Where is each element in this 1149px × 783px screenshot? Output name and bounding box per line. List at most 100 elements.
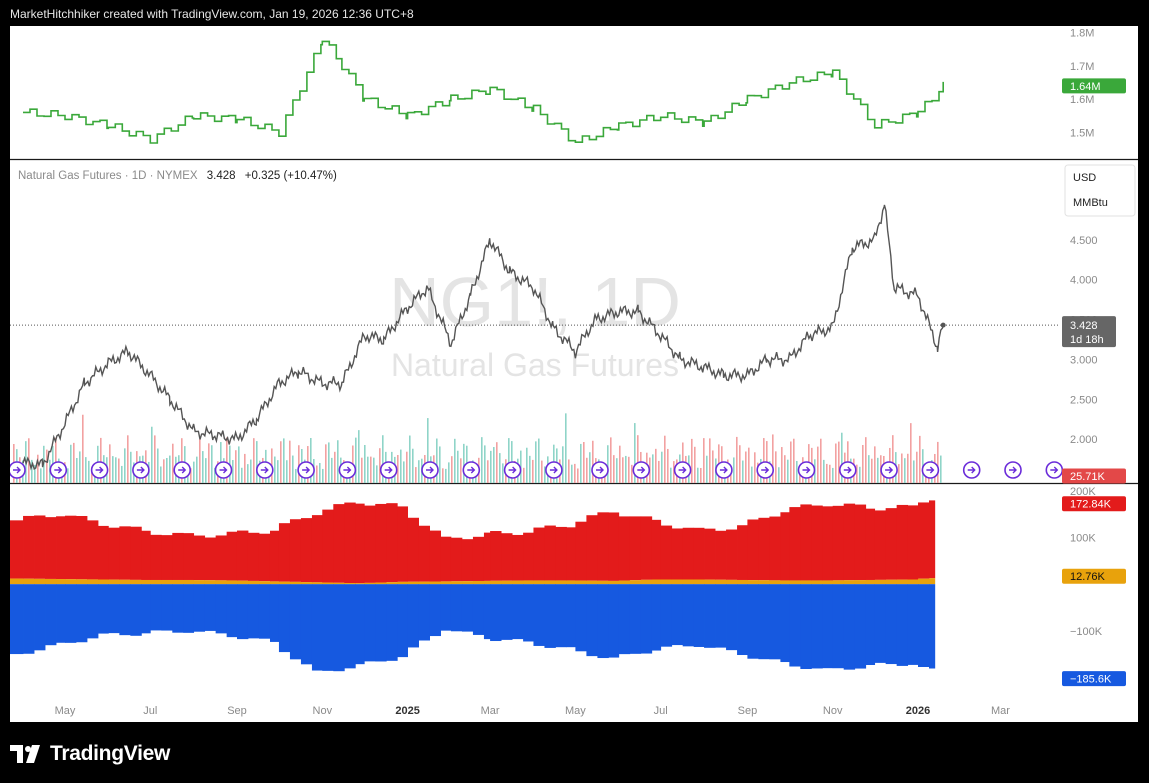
large-specs-bar <box>769 584 781 660</box>
commercials-bar <box>660 525 673 580</box>
large-specs-bar <box>575 584 587 652</box>
large-specs-bar <box>141 584 151 634</box>
volume-bar <box>877 457 879 483</box>
volume-bar <box>910 423 912 483</box>
volume-bar <box>457 450 459 483</box>
volume-bar <box>454 438 456 483</box>
small-traders-bar <box>575 580 587 585</box>
event-arrow-icon <box>13 466 21 474</box>
large-specs-bar <box>289 584 302 660</box>
large-specs-bar <box>822 584 834 669</box>
commercials-bar <box>344 502 356 584</box>
small-last-label-bg <box>1062 568 1126 584</box>
commercials-bar <box>215 535 228 581</box>
small-traders-bar <box>704 579 716 585</box>
volume-bar <box>397 454 399 483</box>
commercials-bar <box>608 512 620 581</box>
small-traders-bar <box>832 580 845 585</box>
large-specs-bar <box>150 584 162 631</box>
small-traders-bar <box>418 581 430 585</box>
volume-bar <box>541 460 543 483</box>
commercials-bar <box>640 516 653 580</box>
large-specs-bar <box>747 584 759 659</box>
commercials-bar <box>523 532 534 581</box>
small-traders-bar <box>523 580 534 585</box>
volume-bar <box>211 445 213 483</box>
oi-axis-tick: 1.7M <box>1070 61 1094 73</box>
volume-bar <box>823 459 825 483</box>
volume-bar <box>703 438 705 483</box>
volume-bar <box>202 451 204 483</box>
commercials-bar <box>236 530 249 581</box>
commercials-bar <box>555 526 567 581</box>
volume-bar <box>85 457 87 483</box>
volume-bar <box>892 435 894 483</box>
volume-bar <box>670 467 672 483</box>
commercials-bar <box>843 503 856 581</box>
volume-bar <box>586 457 588 483</box>
large-specs-bar <box>161 584 173 631</box>
commercials-bar <box>597 512 609 581</box>
small-traders-bar <box>355 583 365 585</box>
small-traders-bar <box>896 579 909 585</box>
x-axis-tick: 2026 <box>906 705 930 717</box>
event-arrow-icon <box>926 466 935 474</box>
volume-bar <box>664 435 666 483</box>
small-traders-bar <box>618 580 631 585</box>
commercials-bar <box>780 512 790 581</box>
event-arrow-icon <box>596 466 604 474</box>
large-specs-bar <box>629 584 642 654</box>
commercials-bar <box>512 534 524 581</box>
large-specs-bar <box>172 584 184 633</box>
large-specs-bar <box>523 584 534 642</box>
volume-bar <box>274 456 276 483</box>
large-specs-bar <box>929 584 936 669</box>
volume-bar <box>169 455 171 483</box>
unit-selector-box[interactable] <box>1064 164 1136 217</box>
volume-bar <box>634 423 636 483</box>
volume-bar <box>325 444 327 483</box>
volume-bar <box>439 446 441 483</box>
unit-mmbtu[interactable]: MMBtu <box>1073 197 1108 209</box>
small-traders-bar <box>769 580 781 585</box>
volume-bar <box>289 440 291 483</box>
large-specs-bar <box>896 584 909 666</box>
large-specs-bar <box>854 584 867 669</box>
volume-bar <box>40 468 42 483</box>
volume-bar <box>427 418 429 483</box>
small-traders-bar <box>407 581 419 585</box>
large-specs-bar <box>907 584 919 665</box>
large-specs-bar <box>386 584 398 661</box>
volume-bar <box>748 447 750 483</box>
large-specs-bar <box>586 584 598 657</box>
volume-bar <box>196 456 198 483</box>
small-traders-bar <box>269 581 280 585</box>
unit-currency[interactable]: USD <box>1073 172 1096 184</box>
small-traders-bar <box>397 581 408 585</box>
volume-bar <box>520 450 522 483</box>
volume-bar <box>781 447 783 483</box>
volume-bar <box>613 455 615 483</box>
large-specs-bar <box>98 584 109 634</box>
volume-bar <box>673 461 675 483</box>
volume-bar <box>295 468 297 483</box>
volume-bar <box>193 461 195 483</box>
large-specs-bar <box>130 584 142 636</box>
large-specs-bar <box>65 584 77 643</box>
small-traders-bar <box>344 583 356 585</box>
x-axis-tick: Nov <box>313 705 333 717</box>
volume-bar <box>124 448 126 483</box>
large-specs-bar <box>811 584 823 669</box>
volume-bar <box>481 437 483 483</box>
volume-bar <box>334 451 336 483</box>
volume-bar <box>796 460 798 483</box>
volume-bar <box>364 444 366 483</box>
volume-bar <box>697 467 699 483</box>
volume-bar <box>127 435 129 483</box>
volume-bar <box>484 445 486 483</box>
small-traders-bar <box>56 579 66 585</box>
large-specs-bar <box>640 584 653 654</box>
volume-bar <box>328 442 330 483</box>
small-traders-bar <box>865 579 876 585</box>
small-traders-bar <box>789 580 801 585</box>
